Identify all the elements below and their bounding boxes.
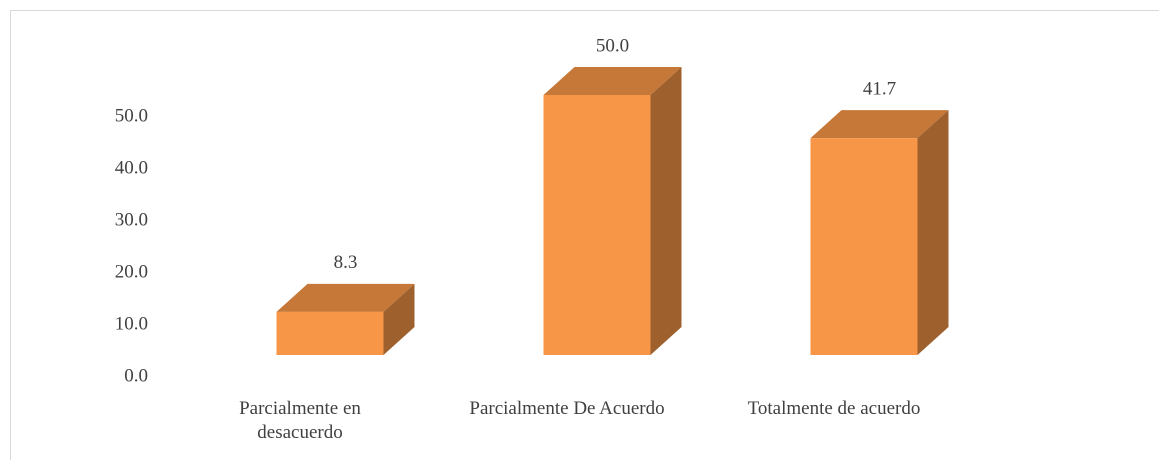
x-tick-label: Parcialmente en desacuerdo — [239, 398, 361, 443]
y-tick-label: 50.0 — [115, 105, 148, 126]
bar-top — [543, 67, 682, 95]
y-tick-label: 0.0 — [124, 365, 148, 386]
y-tick-label: 30.0 — [115, 209, 148, 230]
bar — [810, 138, 918, 355]
y-tick-label: 10.0 — [115, 313, 148, 334]
x-tick-label: Parcialmente De Acuerdo — [469, 398, 665, 419]
bar-top — [810, 110, 949, 139]
bar — [543, 95, 651, 355]
bar-side — [383, 283, 415, 355]
y-tick-label: 20.0 — [115, 261, 148, 282]
chart-border — [10, 10, 1159, 460]
data-label: 8.3 — [334, 252, 358, 273]
bar — [276, 311, 384, 355]
bar-side — [650, 67, 682, 355]
x-tick-label: Totalmente de acuerdo — [747, 398, 921, 419]
data-label: 50.0 — [596, 35, 629, 56]
bar-side — [917, 110, 949, 355]
bar-top — [276, 283, 415, 312]
data-label: 41.7 — [863, 79, 896, 100]
y-tick-label: 40.0 — [115, 157, 148, 178]
